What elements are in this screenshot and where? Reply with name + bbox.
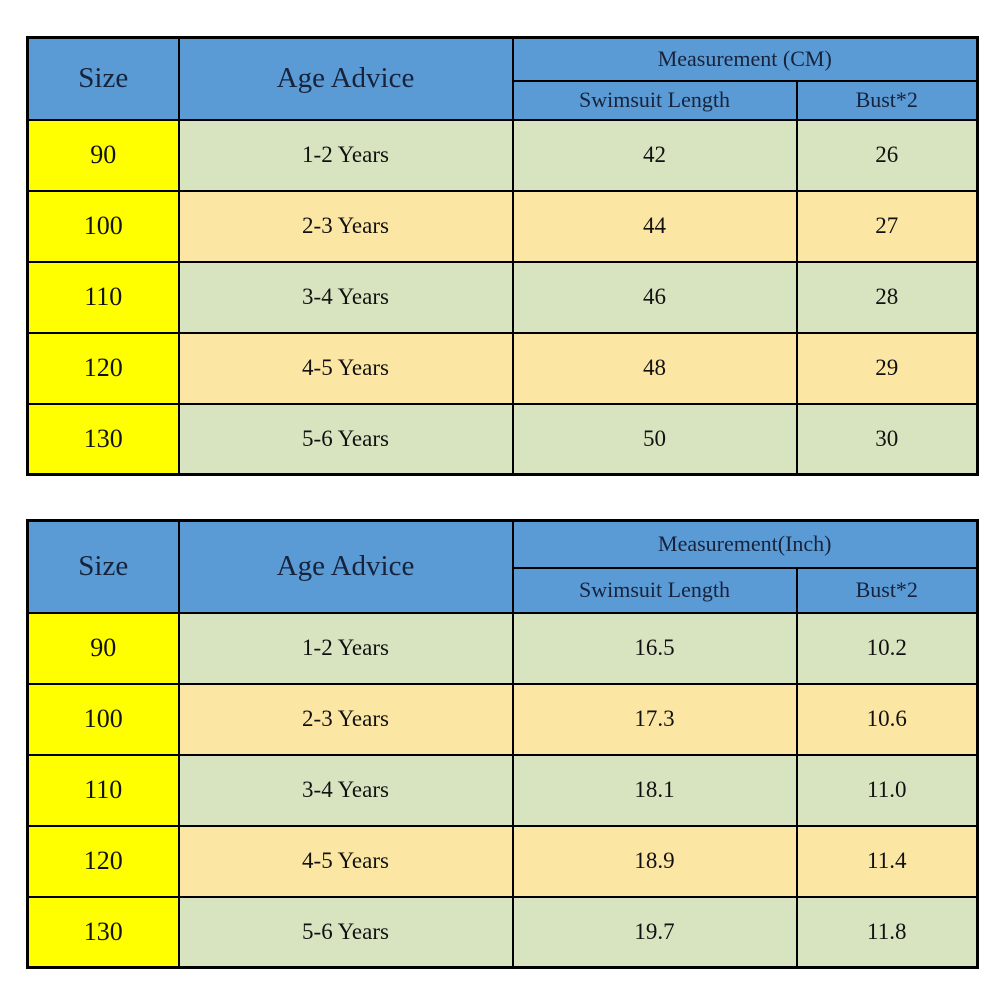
table-body-cm: 90 1-2 Years 42 26 100 2-3 Years 44 27 1… (26, 118, 979, 476)
table-row: 100 2-3 Years 44 27 (26, 189, 979, 263)
header-row-top: Size Age Advice Measurement (CM) (26, 36, 979, 121)
age-cell: 3-4 Years (177, 260, 514, 334)
length-cell: 46 (511, 260, 798, 334)
size-column-header: Size (26, 519, 180, 614)
table-header-inch: Size Age Advice Measurement(Inch) Swimsu… (26, 519, 979, 614)
age-cell: 4-5 Years (177, 824, 514, 898)
age-cell: 3-4 Years (177, 753, 514, 827)
length-cell: 44 (511, 189, 798, 263)
age-cell: 5-6 Years (177, 402, 514, 476)
table-row: 100 2-3 Years 17.3 10.6 (26, 682, 979, 756)
size-cell: 130 (26, 402, 180, 476)
age-advice-column-header: Age Advice (177, 519, 514, 614)
table-row: 110 3-4 Years 46 28 (26, 260, 979, 334)
size-cell: 90 (26, 118, 180, 192)
age-cell: 1-2 Years (177, 611, 514, 685)
table-row: 90 1-2 Years 42 26 (26, 118, 979, 192)
size-cell: 120 (26, 824, 180, 898)
header-row-sub: Swimsuit Length Bust*2 (28, 79, 979, 121)
bust-header: Bust*2 (795, 566, 979, 614)
bust-cell: 11.4 (795, 824, 979, 898)
bust-cell: 26 (795, 118, 979, 192)
length-cell: 18.1 (511, 753, 798, 827)
table-header-cm: Size Age Advice Measurement (CM) Swimsui… (26, 36, 979, 121)
table-row: 110 3-4 Years 18.1 11.0 (26, 753, 979, 827)
length-cell: 17.3 (511, 682, 798, 756)
size-cell: 100 (26, 682, 180, 756)
age-cell: 1-2 Years (177, 118, 514, 192)
table-row: 130 5-6 Years 19.7 11.8 (26, 895, 979, 969)
bust-cell: 28 (795, 260, 979, 334)
size-cell: 120 (26, 331, 180, 405)
table-body-inch: 90 1-2 Years 16.5 10.2 100 2-3 Years 17.… (26, 611, 979, 969)
table-row: 120 4-5 Years 18.9 11.4 (26, 824, 979, 898)
table-row: 90 1-2 Years 16.5 10.2 (26, 611, 979, 685)
swimsuit-length-header: Swimsuit Length (511, 566, 798, 614)
age-cell: 4-5 Years (177, 331, 514, 405)
size-column-header: Size (26, 36, 180, 121)
length-cell: 50 (511, 402, 798, 476)
age-cell: 5-6 Years (177, 895, 514, 969)
size-cell: 110 (26, 753, 180, 827)
table-row: 130 5-6 Years 50 30 (26, 402, 979, 476)
measurement-cm-header: Measurement (CM) (511, 36, 979, 82)
bust-cell: 29 (795, 331, 979, 405)
age-advice-column-header: Age Advice (177, 36, 514, 121)
size-cell: 90 (26, 611, 180, 685)
age-cell: 2-3 Years (177, 682, 514, 756)
length-cell: 19.7 (511, 895, 798, 969)
length-cell: 48 (511, 331, 798, 405)
header-row-top: Size Age Advice Measurement(Inch) (26, 519, 979, 614)
table-row: 120 4-5 Years 48 29 (26, 331, 979, 405)
bust-cell: 30 (795, 402, 979, 476)
length-cell: 18.9 (511, 824, 798, 898)
bust-cell: 10.2 (795, 611, 979, 685)
size-table-inch: Size Age Advice Measurement(Inch) Swimsu… (26, 519, 980, 969)
size-cell: 100 (26, 189, 180, 263)
swimsuit-length-header: Swimsuit Length (511, 79, 798, 121)
measurement-inch-header: Measurement(Inch) (511, 519, 979, 569)
bust-cell: 10.6 (795, 682, 979, 756)
size-cell: 130 (26, 895, 180, 969)
bust-cell: 27 (795, 189, 979, 263)
bust-cell: 11.8 (795, 895, 979, 969)
length-cell: 16.5 (511, 611, 798, 685)
size-cell: 110 (26, 260, 180, 334)
age-cell: 2-3 Years (177, 189, 514, 263)
length-cell: 42 (511, 118, 798, 192)
bust-header: Bust*2 (795, 79, 979, 121)
bust-cell: 11.0 (795, 753, 979, 827)
header-row-sub: Swimsuit Length Bust*2 (28, 566, 979, 614)
size-table-cm: Size Age Advice Measurement (CM) Swimsui… (26, 36, 979, 476)
